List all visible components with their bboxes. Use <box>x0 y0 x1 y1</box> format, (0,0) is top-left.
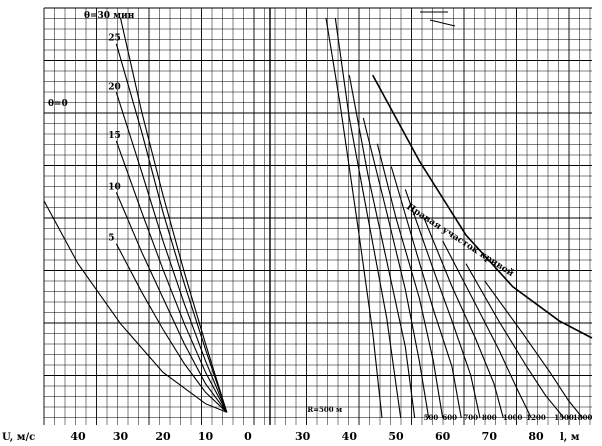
theta-curve-label: 10 <box>108 182 121 192</box>
left-curve-1 <box>115 243 228 413</box>
theta-curve-label: 15 <box>108 131 121 141</box>
right-tick-label: 70 <box>482 430 498 443</box>
right-curve-1 <box>334 17 402 419</box>
right-tick-label: 50 <box>388 430 404 443</box>
theta-zero-label: θ=0 <box>48 99 68 109</box>
left-curve-2 <box>115 192 228 413</box>
right-curve-6 <box>404 189 481 419</box>
right-curve-7 <box>423 217 504 419</box>
left-tick-label: 30 <box>113 430 129 443</box>
left-tick-label: 0 <box>244 430 252 443</box>
radius-value-label: 1800 <box>573 413 593 422</box>
right-tick-label: 60 <box>435 430 451 443</box>
right-curve-4 <box>376 143 444 419</box>
right-tick-label: 30 <box>295 430 311 443</box>
right-tick-label: 80 <box>528 430 544 443</box>
right-curve-5 <box>390 166 462 419</box>
theta-family-label: θ=30 мин <box>84 11 135 21</box>
left-curve-6 <box>119 17 228 413</box>
radius-value-label: 600 <box>442 413 457 422</box>
radius-value-label: 500 <box>424 413 439 422</box>
theta-curve-label: 5 <box>108 234 114 244</box>
chart-curves <box>43 17 593 419</box>
left-tick-label: 40 <box>70 430 86 443</box>
left-curve-4 <box>115 92 228 413</box>
left-tick-label: 10 <box>198 430 214 443</box>
right-curve-9 <box>465 263 565 419</box>
theta-curve-label: 20 <box>108 82 121 92</box>
theta-curve-label: 25 <box>108 34 121 44</box>
radius-value-label: 700 <box>463 413 478 422</box>
right-axis-label: l, м <box>560 432 580 443</box>
radius-value-label: 1000 <box>503 413 523 422</box>
right-curve-10 <box>484 280 584 419</box>
radius-value-label: 1200 <box>526 413 546 422</box>
chart-labels: U, м/с 40 30 20 10 0 30 40 50 60 70 80 l, м θ=30 мин θ… <box>2 11 593 443</box>
radius-label: R=500 м <box>307 405 342 414</box>
right-curve-2 <box>348 74 416 419</box>
legend-mark <box>420 11 456 27</box>
left-curve-5 <box>115 43 228 413</box>
right-curve-3 <box>362 117 430 419</box>
left-tick-label: 20 <box>155 430 171 443</box>
left-curve-3 <box>115 140 228 413</box>
boundary-curve <box>371 74 593 339</box>
right-tick-label: 40 <box>342 430 358 443</box>
radius-value-label: 1500 <box>554 413 574 422</box>
right-curve-0 <box>325 17 383 419</box>
radius-value-label: 800 <box>482 413 497 422</box>
left-axis-label: U, м/с <box>2 432 35 443</box>
right-curve-8 <box>442 240 532 419</box>
left-curve-0 <box>43 200 228 413</box>
